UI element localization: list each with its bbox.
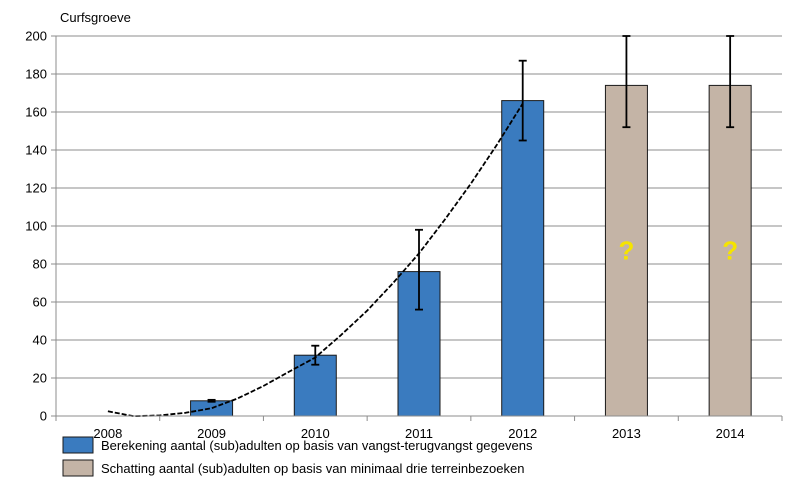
y-tick-label: 140 [25, 143, 47, 158]
bar [604, 84, 648, 417]
bars: ?? [190, 84, 752, 417]
chart-title: Curfsgroeve [60, 10, 131, 25]
y-tick-label: 200 [25, 29, 47, 44]
legend-label: Berekening aantal (sub)adulten op basis … [101, 438, 533, 453]
x-tick-label: 2009 [197, 426, 226, 441]
legend-label: Schatting aantal (sub)adulten op basis v… [101, 461, 524, 476]
legend-swatch [62, 436, 94, 454]
x-tick-label: 2008 [93, 426, 122, 441]
trendline [107, 103, 524, 418]
bar-label: ? [722, 236, 738, 266]
bar [501, 100, 545, 417]
y-tick-label: 100 [25, 219, 47, 234]
x-tick-label: 2013 [612, 426, 641, 441]
legend: Berekening aantal (sub)adulten op basis … [62, 436, 533, 477]
y-tick-label: 80 [33, 257, 47, 272]
y-tick-label: 160 [25, 105, 47, 120]
trendline-group [107, 103, 524, 418]
y-tick-label: 0 [40, 409, 47, 424]
y-tick-label: 40 [33, 333, 47, 348]
x-tick-label: 2011 [405, 426, 433, 441]
x-tick-label: 2012 [508, 426, 537, 441]
grid [56, 35, 782, 379]
axes: 0 20 40 60 80 100 120 140 160 180 200 2008 2009 2010 2… [25, 29, 783, 441]
y-tick-label: 60 [33, 295, 47, 310]
y-tick-label: 20 [33, 371, 47, 386]
x-tick-label: 2010 [301, 426, 330, 441]
error-bars [207, 35, 735, 403]
bar-label: ? [618, 236, 634, 266]
y-tick-label: 180 [25, 67, 47, 82]
y-tick-label: 120 [25, 181, 47, 196]
legend-swatch [62, 459, 94, 477]
x-tick-label: 2014 [716, 426, 745, 441]
